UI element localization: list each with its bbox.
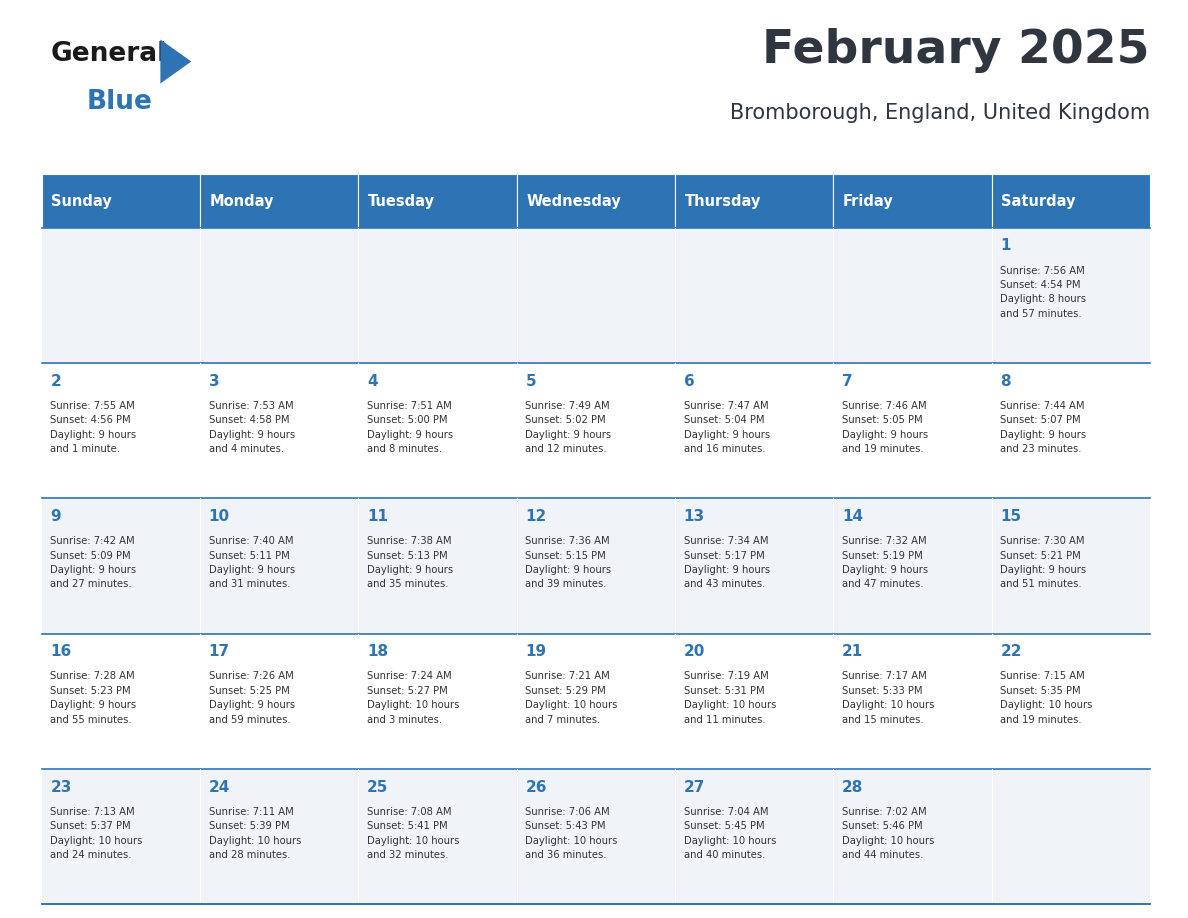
- Text: Monday: Monday: [209, 194, 274, 208]
- Text: 4: 4: [367, 374, 378, 389]
- Bar: [42, 174, 200, 228]
- Text: Sunrise: 7:13 AM
Sunset: 5:37 PM
Daylight: 10 hours
and 24 minutes.: Sunrise: 7:13 AM Sunset: 5:37 PM Dayligh…: [50, 807, 143, 860]
- Text: Sunrise: 7:30 AM
Sunset: 5:21 PM
Daylight: 9 hours
and 51 minutes.: Sunrise: 7:30 AM Sunset: 5:21 PM Dayligh…: [1000, 536, 1087, 589]
- Text: Sunrise: 7:53 AM
Sunset: 4:58 PM
Daylight: 9 hours
and 4 minutes.: Sunrise: 7:53 AM Sunset: 4:58 PM Dayligh…: [209, 401, 295, 454]
- Text: 19: 19: [525, 644, 546, 659]
- Bar: [517, 174, 675, 228]
- Text: 24: 24: [209, 779, 230, 795]
- Text: 7: 7: [842, 374, 853, 389]
- Text: Sunrise: 7:51 AM
Sunset: 5:00 PM
Daylight: 9 hours
and 8 minutes.: Sunrise: 7:51 AM Sunset: 5:00 PM Dayligh…: [367, 401, 453, 454]
- Text: 13: 13: [683, 509, 704, 524]
- Text: Sunrise: 7:49 AM
Sunset: 5:02 PM
Daylight: 9 hours
and 12 minutes.: Sunrise: 7:49 AM Sunset: 5:02 PM Dayligh…: [525, 401, 612, 454]
- Text: Sunrise: 7:04 AM
Sunset: 5:45 PM
Daylight: 10 hours
and 40 minutes.: Sunrise: 7:04 AM Sunset: 5:45 PM Dayligh…: [683, 807, 776, 860]
- Bar: [42, 633, 1150, 769]
- Text: 21: 21: [842, 644, 864, 659]
- Bar: [675, 174, 833, 228]
- Text: 18: 18: [367, 644, 388, 659]
- Text: 9: 9: [50, 509, 61, 524]
- Text: Sunday: Sunday: [51, 194, 112, 208]
- Text: 22: 22: [1000, 644, 1022, 659]
- Text: 2: 2: [50, 374, 61, 389]
- Text: Sunrise: 7:55 AM
Sunset: 4:56 PM
Daylight: 9 hours
and 1 minute.: Sunrise: 7:55 AM Sunset: 4:56 PM Dayligh…: [50, 401, 137, 454]
- Text: Tuesday: Tuesday: [368, 194, 435, 208]
- Bar: [200, 174, 359, 228]
- Text: 1: 1: [1000, 239, 1011, 253]
- Text: 12: 12: [525, 509, 546, 524]
- Text: Sunrise: 7:24 AM
Sunset: 5:27 PM
Daylight: 10 hours
and 3 minutes.: Sunrise: 7:24 AM Sunset: 5:27 PM Dayligh…: [367, 671, 460, 724]
- Text: Sunrise: 7:38 AM
Sunset: 5:13 PM
Daylight: 9 hours
and 35 minutes.: Sunrise: 7:38 AM Sunset: 5:13 PM Dayligh…: [367, 536, 453, 589]
- Text: Sunrise: 7:42 AM
Sunset: 5:09 PM
Daylight: 9 hours
and 27 minutes.: Sunrise: 7:42 AM Sunset: 5:09 PM Dayligh…: [50, 536, 137, 589]
- Text: Sunrise: 7:21 AM
Sunset: 5:29 PM
Daylight: 10 hours
and 7 minutes.: Sunrise: 7:21 AM Sunset: 5:29 PM Dayligh…: [525, 671, 618, 724]
- Text: 17: 17: [209, 644, 229, 659]
- Text: 8: 8: [1000, 374, 1011, 389]
- Text: 6: 6: [683, 374, 695, 389]
- Text: Blue: Blue: [87, 89, 152, 115]
- Text: Sunrise: 7:34 AM
Sunset: 5:17 PM
Daylight: 9 hours
and 43 minutes.: Sunrise: 7:34 AM Sunset: 5:17 PM Dayligh…: [683, 536, 770, 589]
- Text: Sunrise: 7:40 AM
Sunset: 5:11 PM
Daylight: 9 hours
and 31 minutes.: Sunrise: 7:40 AM Sunset: 5:11 PM Dayligh…: [209, 536, 295, 589]
- Text: 20: 20: [683, 644, 704, 659]
- Text: 15: 15: [1000, 509, 1022, 524]
- Text: Sunrise: 7:46 AM
Sunset: 5:05 PM
Daylight: 9 hours
and 19 minutes.: Sunrise: 7:46 AM Sunset: 5:05 PM Dayligh…: [842, 401, 928, 454]
- Bar: [42, 363, 1150, 498]
- Text: Sunrise: 7:32 AM
Sunset: 5:19 PM
Daylight: 9 hours
and 47 minutes.: Sunrise: 7:32 AM Sunset: 5:19 PM Dayligh…: [842, 536, 928, 589]
- Text: Sunrise: 7:44 AM
Sunset: 5:07 PM
Daylight: 9 hours
and 23 minutes.: Sunrise: 7:44 AM Sunset: 5:07 PM Dayligh…: [1000, 401, 1087, 454]
- Text: Sunrise: 7:28 AM
Sunset: 5:23 PM
Daylight: 9 hours
and 55 minutes.: Sunrise: 7:28 AM Sunset: 5:23 PM Dayligh…: [50, 671, 137, 724]
- Bar: [992, 174, 1150, 228]
- Text: Sunrise: 7:06 AM
Sunset: 5:43 PM
Daylight: 10 hours
and 36 minutes.: Sunrise: 7:06 AM Sunset: 5:43 PM Dayligh…: [525, 807, 618, 860]
- Bar: [42, 228, 1150, 363]
- Text: Friday: Friday: [842, 194, 893, 208]
- Text: 10: 10: [209, 509, 229, 524]
- Text: Sunrise: 7:26 AM
Sunset: 5:25 PM
Daylight: 9 hours
and 59 minutes.: Sunrise: 7:26 AM Sunset: 5:25 PM Dayligh…: [209, 671, 295, 724]
- Polygon shape: [160, 39, 191, 84]
- Text: Sunrise: 7:08 AM
Sunset: 5:41 PM
Daylight: 10 hours
and 32 minutes.: Sunrise: 7:08 AM Sunset: 5:41 PM Dayligh…: [367, 807, 460, 860]
- Text: 27: 27: [683, 779, 704, 795]
- Text: Saturday: Saturday: [1001, 194, 1075, 208]
- Text: Sunrise: 7:11 AM
Sunset: 5:39 PM
Daylight: 10 hours
and 28 minutes.: Sunrise: 7:11 AM Sunset: 5:39 PM Dayligh…: [209, 807, 301, 860]
- Text: 28: 28: [842, 779, 864, 795]
- Text: Wednesday: Wednesday: [526, 194, 621, 208]
- Text: 5: 5: [525, 374, 536, 389]
- Text: 26: 26: [525, 779, 546, 795]
- Text: Bromborough, England, United Kingdom: Bromborough, England, United Kingdom: [729, 103, 1150, 123]
- Text: Sunrise: 7:17 AM
Sunset: 5:33 PM
Daylight: 10 hours
and 15 minutes.: Sunrise: 7:17 AM Sunset: 5:33 PM Dayligh…: [842, 671, 935, 724]
- Text: 16: 16: [50, 644, 71, 659]
- Text: Sunrise: 7:47 AM
Sunset: 5:04 PM
Daylight: 9 hours
and 16 minutes.: Sunrise: 7:47 AM Sunset: 5:04 PM Dayligh…: [683, 401, 770, 454]
- Bar: [833, 174, 992, 228]
- Text: 25: 25: [367, 779, 388, 795]
- Text: 14: 14: [842, 509, 864, 524]
- Text: Sunrise: 7:36 AM
Sunset: 5:15 PM
Daylight: 9 hours
and 39 minutes.: Sunrise: 7:36 AM Sunset: 5:15 PM Dayligh…: [525, 536, 612, 589]
- Text: 3: 3: [209, 374, 220, 389]
- Bar: [42, 769, 1150, 904]
- Bar: [359, 174, 517, 228]
- Text: Sunrise: 7:19 AM
Sunset: 5:31 PM
Daylight: 10 hours
and 11 minutes.: Sunrise: 7:19 AM Sunset: 5:31 PM Dayligh…: [683, 671, 776, 724]
- Text: 11: 11: [367, 509, 388, 524]
- Text: Sunrise: 7:02 AM
Sunset: 5:46 PM
Daylight: 10 hours
and 44 minutes.: Sunrise: 7:02 AM Sunset: 5:46 PM Dayligh…: [842, 807, 935, 860]
- Bar: [42, 498, 1150, 633]
- Text: General: General: [51, 41, 168, 67]
- Text: 23: 23: [50, 779, 71, 795]
- Text: February 2025: February 2025: [763, 28, 1150, 73]
- Text: Sunrise: 7:15 AM
Sunset: 5:35 PM
Daylight: 10 hours
and 19 minutes.: Sunrise: 7:15 AM Sunset: 5:35 PM Dayligh…: [1000, 671, 1093, 724]
- Text: Thursday: Thursday: [684, 194, 760, 208]
- Text: Sunrise: 7:56 AM
Sunset: 4:54 PM
Daylight: 8 hours
and 57 minutes.: Sunrise: 7:56 AM Sunset: 4:54 PM Dayligh…: [1000, 265, 1086, 319]
